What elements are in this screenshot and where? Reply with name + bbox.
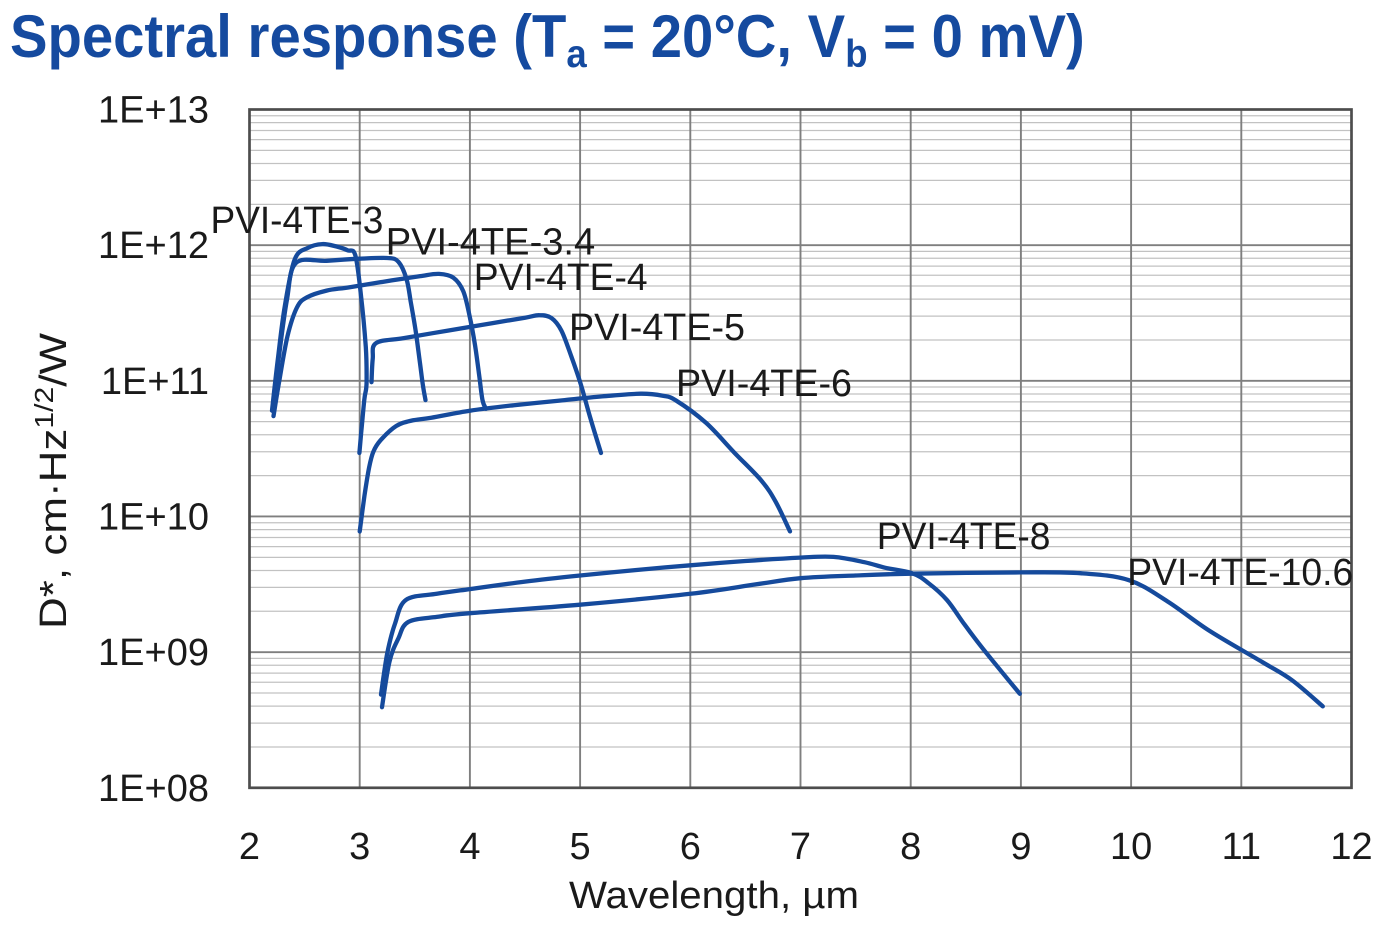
- svg-text:PVI-4TE-10.6: PVI-4TE-10.6: [1127, 552, 1353, 594]
- svg-text:Wavelength, µm: Wavelength, µm: [569, 875, 859, 917]
- svg-text:1E+09: 1E+09: [98, 632, 209, 674]
- svg-text:PVI-4TE-3.4: PVI-4TE-3.4: [386, 222, 596, 264]
- svg-text:PVI-4TE-4: PVI-4TE-4: [474, 257, 648, 299]
- svg-text:1E+11: 1E+11: [101, 361, 209, 403]
- svg-text:1E+10: 1E+10: [98, 497, 209, 539]
- svg-text:12: 12: [1330, 826, 1372, 868]
- svg-text:PVI-4TE-5: PVI-4TE-5: [569, 307, 745, 349]
- svg-text:1E+08: 1E+08: [98, 768, 209, 810]
- svg-text:6: 6: [680, 826, 701, 868]
- svg-text:5: 5: [570, 826, 591, 868]
- svg-text:1E+13: 1E+13: [98, 90, 209, 132]
- svg-text:11: 11: [1222, 826, 1261, 868]
- svg-text:PVI-4TE-3: PVI-4TE-3: [211, 200, 384, 242]
- svg-text:PVI-4TE-6: PVI-4TE-6: [676, 363, 852, 405]
- svg-text:D*, cm·Hz1/2/W: D*, cm·Hz1/2/W: [29, 333, 75, 629]
- svg-text:2: 2: [239, 826, 260, 868]
- svg-text:10: 10: [1110, 826, 1152, 868]
- svg-text:9: 9: [1010, 826, 1031, 868]
- svg-text:8: 8: [900, 826, 921, 868]
- svg-text:PVI-4TE-8: PVI-4TE-8: [877, 516, 1051, 558]
- svg-text:Spectral response (Ta = 20°C,: Spectral response (Ta = 20°C, Vb = 0 mV): [10, 3, 1085, 76]
- svg-text:1E+12: 1E+12: [98, 225, 209, 267]
- svg-text:4: 4: [459, 826, 480, 868]
- svg-text:7: 7: [790, 826, 811, 868]
- svg-text:3: 3: [349, 826, 370, 868]
